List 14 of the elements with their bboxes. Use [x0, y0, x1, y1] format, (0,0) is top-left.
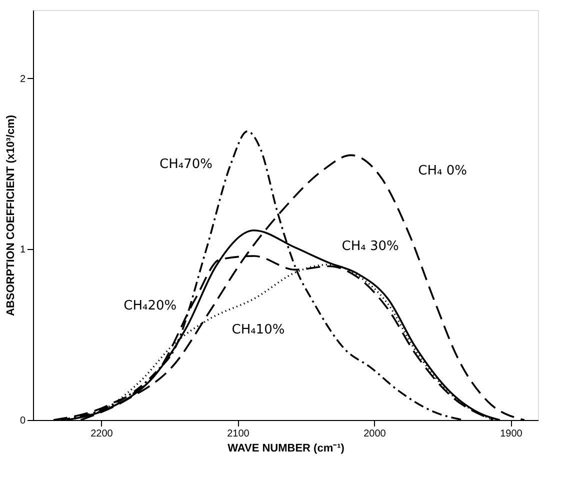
x-tick-label: 2100 — [227, 428, 250, 440]
x-tick-label: 2000 — [364, 428, 386, 440]
series-label: CH₄20% — [124, 298, 177, 314]
x-tick-label: 2200 — [90, 428, 114, 440]
x-axis-title: WAVE NUMBER (cm⁻¹) — [228, 442, 345, 454]
series-label: CH₄70% — [160, 156, 212, 172]
y-tick-label: 2 — [20, 74, 26, 85]
text: CH₄ 0% — [418, 164, 467, 179]
series-label: CH₄10% — [232, 322, 285, 338]
y-axis-title: ABSORPTION COEFFICIENT (x10³/cm) — [4, 114, 17, 316]
y-tick-label: 0 — [20, 416, 26, 426]
x-tick-label: 1900 — [500, 428, 523, 440]
series-label: CH₄ 30% — [342, 238, 399, 254]
y-tick-label: 1 — [20, 244, 26, 256]
